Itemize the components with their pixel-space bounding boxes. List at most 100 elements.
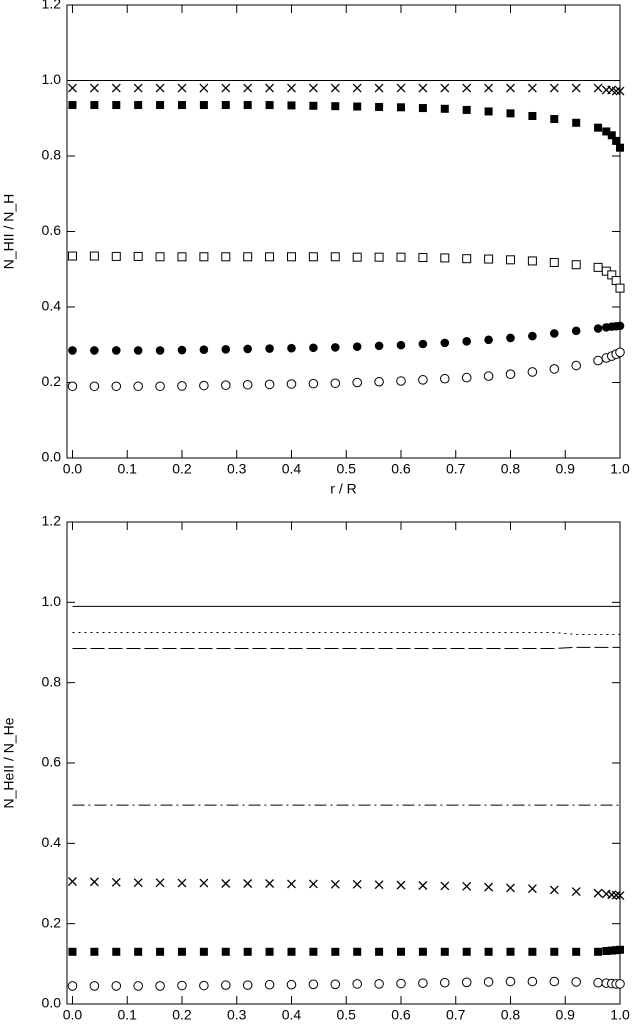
cross-point [89,83,99,93]
filled-square-point [331,947,340,956]
open-circle-point [396,978,406,989]
open-circle-point [418,375,428,385]
filled-square-point [602,946,611,955]
filled-square-point [528,947,537,956]
open-circle-point [483,977,494,987]
y-tick-label: 0.0 [42,449,62,465]
cross-point [549,83,559,93]
cross-point [506,83,515,93]
filled-square-point [68,947,77,956]
filled-circle-point [90,346,99,355]
open-circle-point [505,976,516,987]
filled-square-point [265,947,274,956]
filled-square-point [199,101,208,110]
x-tick-label: 0.1 [117,1007,137,1023]
open-circle-point [308,979,319,990]
cross-point [221,83,231,93]
cross-point [593,888,603,898]
open-circle-point [352,979,362,989]
filled-square-point [331,102,340,111]
filled-square-point [156,101,165,110]
open-circle-point [89,381,100,392]
plot-frame [66,4,621,459]
x-tick-label: 0.8 [501,461,521,477]
filled-square-point [287,101,296,110]
filled-circle-point [309,343,318,353]
open-circle-point [374,376,384,387]
filled-square-point [440,104,449,113]
cross-point [374,83,384,93]
filled-square-point [607,946,616,955]
x-tick-label: 0.3 [227,1007,247,1023]
filled-circle-point [418,339,428,349]
cross-point [133,878,143,888]
filled-circle-point [330,343,340,352]
open-circle-point [133,381,143,392]
filled-square-point [243,947,252,956]
filled-square-point [550,115,559,124]
y-tick-label: 0.6 [42,222,62,238]
cross-point [89,877,99,887]
filled-circle-point [571,326,581,336]
open-circle-point [330,378,341,389]
cross-point [287,879,296,889]
open-square-point [549,257,559,267]
open-square-point [593,262,603,272]
open-circle-point [396,376,406,386]
cross-point [68,83,77,93]
open-circle-point [330,979,341,990]
filled-square-point [594,123,603,132]
open-circle-point [593,355,603,366]
y-tick-label: 0.4 [42,834,62,850]
line-series [72,631,620,635]
open-square-point [418,253,428,263]
cross-point [265,83,275,93]
filled-square-point [309,947,318,956]
open-circle-point [461,372,472,383]
filled-square-point [528,111,537,120]
filled-square-point [199,947,208,956]
filled-square-point [612,136,621,145]
open-square-point [199,252,209,262]
filled-square-point [506,947,515,956]
open-circle-point [220,980,231,990]
open-circle-point [264,979,275,990]
open-circle-point [177,381,187,391]
open-circle-point [67,981,78,991]
filled-square-point [353,102,362,111]
cross-point [221,879,231,888]
y-axis-label: N_HeII / N_He [1,717,17,808]
filled-square-point [616,945,624,954]
open-circle-point [549,976,560,987]
open-circle-point [89,981,100,991]
filled-circle-point [221,344,231,354]
cross-point [177,878,187,888]
x-tick-label: 0.2 [172,1007,192,1023]
y-tick-label: 1.0 [42,593,62,609]
filled-square-point [177,101,186,110]
open-circle-point [177,980,187,991]
cross-point [506,883,515,893]
filled-circle-point [440,338,450,348]
open-square-point [111,251,121,261]
open-circle-point [111,981,122,991]
filled-square-point [462,947,471,956]
cross-point [243,83,253,93]
filled-circle-point [287,343,296,353]
filled-square-point [90,947,99,956]
open-circle-point [461,977,472,988]
open-square-point [265,252,275,262]
x-tick-label: 0.4 [282,1007,302,1023]
x-axis-label: r / R [330,481,356,497]
open-circle-point [155,381,165,392]
filled-circle-point [374,341,384,351]
filled-square-point [396,103,405,112]
open-square-point [352,252,362,262]
cross-point [615,86,625,96]
x-tick-label: 0.9 [556,461,576,477]
open-circle-point [615,979,625,989]
open-circle-point [615,347,625,358]
cross-point [133,83,143,93]
filled-square-point [484,107,493,116]
open-circle-point [133,981,143,991]
